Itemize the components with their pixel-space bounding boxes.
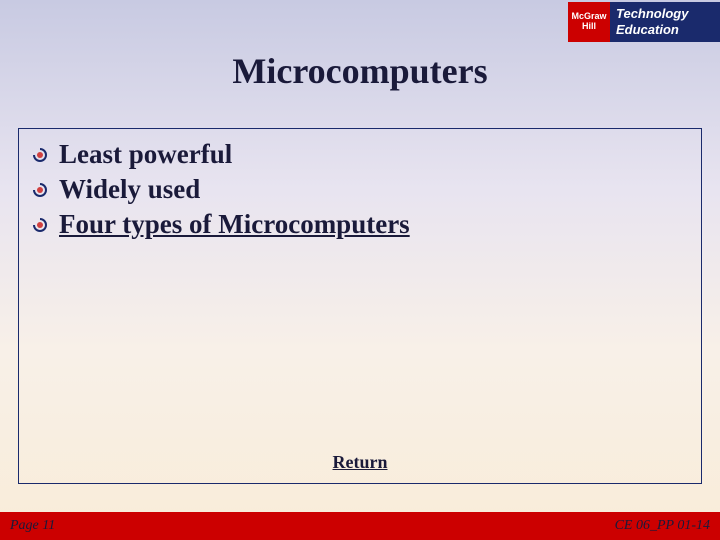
content-frame: Least powerful Widely used Four types of…: [18, 128, 702, 484]
publisher-logo-right: Technology Education: [610, 2, 720, 42]
bullet-list: Least powerful Widely used Four types of…: [33, 139, 687, 452]
page-number: Page 11: [10, 518, 55, 534]
publisher-logo-left: McGraw Hill: [568, 2, 610, 42]
brand-line-2: Education: [616, 22, 720, 38]
bullet-text: Widely used: [59, 174, 200, 205]
list-item[interactable]: Four types of Microcomputers: [33, 209, 687, 240]
slide-code: CE 06_PP 01-14: [615, 518, 710, 534]
swirl-bullet-icon: [33, 183, 47, 197]
footer-bar: Page 11 CE 06_PP 01-14: [0, 512, 720, 540]
brand-line-1: Technology: [616, 6, 720, 22]
swirl-bullet-icon: [33, 148, 47, 162]
publisher-name-bottom: Hill: [582, 22, 596, 32]
return-link[interactable]: Return: [333, 452, 388, 472]
swirl-bullet-icon: [33, 218, 47, 232]
list-item: Widely used: [33, 174, 687, 205]
list-item: Least powerful: [33, 139, 687, 170]
bullet-link-text[interactable]: Four types of Microcomputers: [59, 209, 410, 240]
bullet-text: Least powerful: [59, 139, 232, 170]
publisher-logo: McGraw Hill Technology Education: [568, 2, 720, 42]
return-container: Return: [33, 452, 687, 483]
